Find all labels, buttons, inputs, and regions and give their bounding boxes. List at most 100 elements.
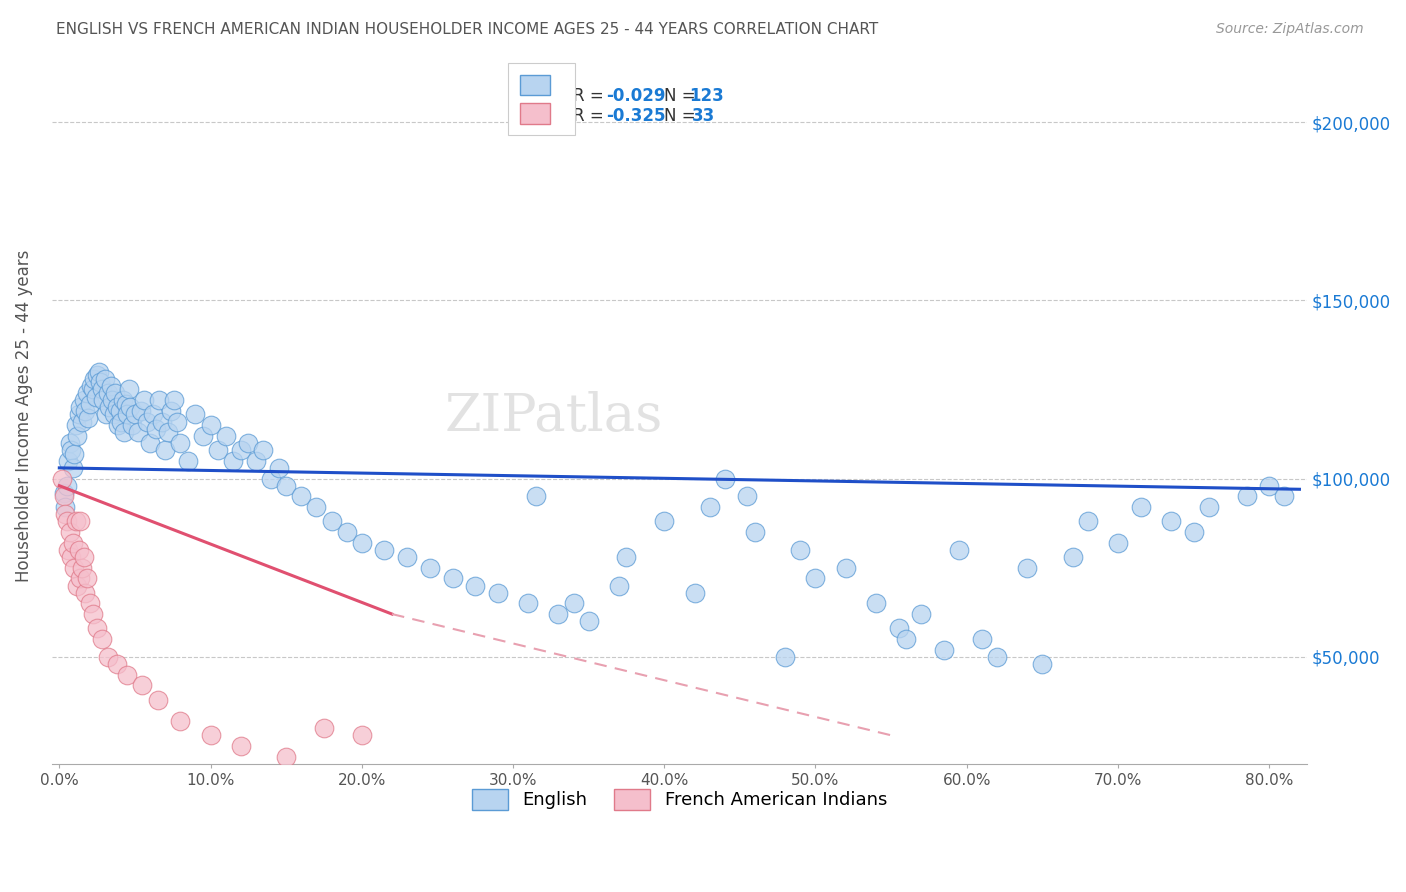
Point [76, 571, 98, 585]
Point [132, 393, 155, 408]
Text: -0.325: -0.325 [606, 107, 666, 125]
Point [350, 535, 373, 549]
Point [77, 411, 100, 425]
Point [238, 436, 260, 450]
Point [616, 549, 638, 564]
Point [1062, 549, 1084, 564]
Point [101, 393, 124, 408]
Point [699, 500, 721, 514]
Point [72, 549, 94, 564]
Point [105, 401, 128, 415]
Point [229, 443, 252, 458]
Point [59, 524, 82, 539]
Point [127, 425, 149, 440]
Text: R =: R = [572, 87, 609, 104]
Y-axis label: Householder Income Ages 25 - 44 years: Householder Income Ages 25 - 44 years [15, 250, 32, 582]
Point [1236, 490, 1258, 504]
Point [835, 560, 858, 574]
Point [607, 578, 630, 592]
Point [200, 728, 222, 742]
Point [276, 749, 298, 764]
Point [59, 436, 82, 450]
Point [163, 393, 186, 408]
Point [169, 714, 191, 728]
Point [177, 454, 200, 468]
Point [131, 678, 153, 692]
Point [652, 514, 675, 528]
Point [105, 657, 128, 671]
Point [91, 393, 114, 408]
Point [62, 535, 84, 549]
Point [744, 524, 766, 539]
Point [108, 404, 131, 418]
Point [139, 436, 162, 450]
Text: ENGLISH VS FRENCH AMERICAN INDIAN HOUSEHOLDER INCOME AGES 25 - 44 YEARS CORRELAT: ENGLISH VS FRENCH AMERICAN INDIAN HOUSEH… [56, 22, 879, 37]
Point [350, 728, 373, 742]
Point [66, 429, 89, 443]
Point [1182, 524, 1205, 539]
Point [136, 415, 159, 429]
Point [1258, 479, 1281, 493]
Point [1077, 514, 1099, 528]
Point [986, 649, 1008, 664]
Point [111, 393, 134, 408]
Point [887, 621, 910, 635]
Point [267, 461, 290, 475]
Point [191, 429, 214, 443]
Point [56, 479, 79, 493]
Point [121, 418, 143, 433]
Point [117, 667, 139, 681]
Point [53, 500, 76, 514]
Point [547, 607, 569, 621]
Point [321, 514, 343, 528]
Point [252, 443, 274, 458]
Point [441, 571, 464, 585]
Point [145, 422, 167, 436]
Point [148, 393, 170, 408]
Point [1129, 500, 1152, 514]
Point [83, 372, 105, 386]
Text: Source: ZipAtlas.com: Source: ZipAtlas.com [1216, 22, 1364, 37]
Point [51, 472, 73, 486]
Point [464, 578, 486, 592]
Point [713, 472, 735, 486]
Text: 33: 33 [692, 107, 716, 125]
Point [773, 649, 796, 664]
Point [129, 404, 152, 418]
Point [76, 386, 98, 401]
Point [84, 390, 107, 404]
Point [142, 408, 165, 422]
Point [1031, 657, 1053, 671]
Point [948, 542, 970, 557]
Point [157, 425, 180, 440]
Point [1160, 514, 1182, 528]
Point [65, 418, 87, 433]
Point [312, 721, 335, 735]
Point [67, 408, 90, 422]
Point [290, 490, 312, 504]
Point [98, 401, 121, 415]
Point [524, 490, 547, 504]
Point [90, 632, 112, 646]
Point [53, 507, 76, 521]
Point [82, 607, 104, 621]
Point [305, 500, 328, 514]
Point [117, 408, 139, 422]
Point [737, 490, 759, 504]
Point [517, 596, 540, 610]
Point [120, 401, 142, 415]
Point [276, 479, 298, 493]
Legend: English, French American Indians: English, French American Indians [457, 774, 901, 824]
Point [67, 542, 90, 557]
Point [419, 560, 441, 574]
Text: N =: N = [664, 107, 702, 125]
Point [82, 383, 104, 397]
Point [63, 447, 86, 461]
Point [124, 408, 146, 422]
Point [169, 436, 191, 450]
Point [60, 443, 83, 458]
Point [1107, 535, 1129, 549]
Point [112, 425, 135, 440]
Point [200, 418, 222, 433]
Point [160, 404, 183, 418]
